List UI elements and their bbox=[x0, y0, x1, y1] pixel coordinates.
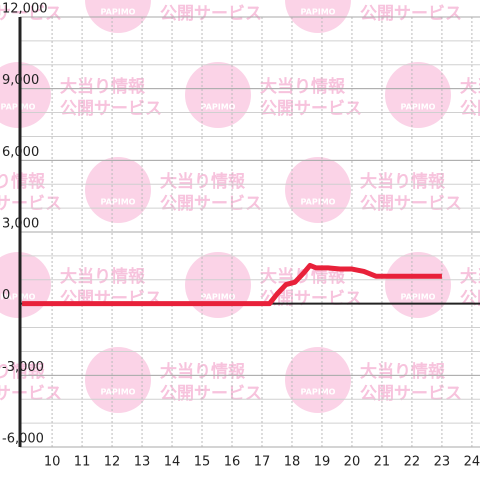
watermark-text: 大当り情報 bbox=[60, 76, 146, 97]
watermark-logo-text: PAPIMO bbox=[401, 293, 436, 302]
watermark-text: 大当り情報 bbox=[160, 0, 246, 2]
watermark-logo bbox=[185, 62, 251, 128]
x-tick-label: 10 bbox=[44, 455, 61, 470]
x-tick-label: 19 bbox=[314, 455, 331, 470]
x-tick-label: 22 bbox=[404, 455, 421, 470]
watermark-logo-text: PAPIMO bbox=[101, 8, 136, 17]
watermark-text: 公開サービス bbox=[160, 384, 262, 404]
watermark-text: 公開サービス bbox=[460, 99, 480, 119]
y-tick-label: 0 bbox=[2, 288, 10, 303]
x-tick-label: 11 bbox=[74, 455, 91, 470]
x-tick-label: 16 bbox=[224, 455, 241, 470]
watermark-text: 公開サービス bbox=[360, 384, 462, 404]
watermark-logo bbox=[385, 62, 451, 128]
watermark-logo-text: PAPIMO bbox=[101, 388, 136, 397]
x-tick-label: 12 bbox=[104, 455, 121, 470]
x-tick-label: 15 bbox=[194, 455, 211, 470]
watermark-text: 公開サービス bbox=[360, 4, 462, 24]
watermark-logo bbox=[85, 347, 151, 413]
watermark-logo bbox=[85, 0, 151, 33]
watermark-text: 大当り情報 bbox=[360, 361, 446, 382]
watermark-logo bbox=[85, 157, 151, 223]
watermark-text: 公開サービス bbox=[160, 194, 262, 214]
watermark-logo bbox=[185, 252, 251, 318]
y-tick-label: -6,000 bbox=[2, 432, 44, 447]
watermark-text: 公開サービス bbox=[260, 99, 362, 119]
x-tick-label: 20 bbox=[344, 455, 361, 470]
x-tick-label: 14 bbox=[164, 455, 181, 470]
watermark-text: 大当り情報 bbox=[460, 266, 480, 287]
watermark-text: 公開サービス bbox=[0, 194, 62, 214]
watermark-logo bbox=[285, 347, 351, 413]
watermark-logo-text: PAPIMO bbox=[101, 198, 136, 207]
x-tick-label: 18 bbox=[284, 455, 301, 470]
watermark-logo-text: PAPIMO bbox=[201, 293, 236, 302]
plot bbox=[22, 262, 442, 307]
watermark-logo-text: PAPIMO bbox=[1, 103, 36, 112]
watermark-logo bbox=[0, 252, 51, 318]
x-tick-label: 23 bbox=[434, 455, 451, 470]
watermark-text: 大当り情報 bbox=[260, 76, 346, 97]
data-line bbox=[22, 262, 442, 307]
x-tick-label: 17 bbox=[254, 455, 271, 470]
y-tick-label: -3,000 bbox=[2, 360, 44, 375]
watermark-logo-text: PAPIMO bbox=[301, 8, 336, 17]
x-tick-label: 24 bbox=[464, 455, 480, 470]
y-tick-label: 12,000 bbox=[2, 2, 48, 17]
watermark-logo bbox=[0, 62, 51, 128]
watermark-logo bbox=[285, 0, 351, 33]
watermark-text: 公開サービス bbox=[460, 289, 480, 309]
x-tick-label: 21 bbox=[374, 455, 391, 470]
watermark-logo-text: PAPIMO bbox=[1, 293, 36, 302]
watermark-logo bbox=[285, 157, 351, 223]
watermark-logo-text: PAPIMO bbox=[301, 388, 336, 397]
watermark-logo bbox=[385, 252, 451, 318]
watermark-logo-text: PAPIMO bbox=[201, 103, 236, 112]
watermark-logo-text: PAPIMO bbox=[401, 103, 436, 112]
watermark-text: 公開サービス bbox=[60, 99, 162, 119]
x-tick-label: 13 bbox=[134, 455, 151, 470]
watermark-text: 大当り情報 bbox=[160, 361, 246, 382]
watermark-text: 大当り情報 bbox=[160, 171, 246, 192]
watermark-text: 大当り情報 bbox=[0, 361, 46, 382]
watermark-logo-text: PAPIMO bbox=[301, 198, 336, 207]
watermark-text: 大当り情報 bbox=[0, 171, 46, 192]
watermark-text: 大当り情報 bbox=[0, 0, 46, 2]
watermark-text: 公開サービス bbox=[0, 384, 62, 404]
watermark-text: 公開サービス bbox=[0, 4, 62, 24]
watermark-text: 大当り情報 bbox=[360, 171, 446, 192]
watermark-text: 公開サービス bbox=[160, 4, 262, 24]
watermark-text: 公開サービス bbox=[360, 194, 462, 214]
watermark-text: 大当り情報 bbox=[360, 0, 446, 2]
watermark-text: 大当り情報 bbox=[460, 76, 480, 97]
watermark-text: 大当り情報 bbox=[60, 266, 146, 287]
